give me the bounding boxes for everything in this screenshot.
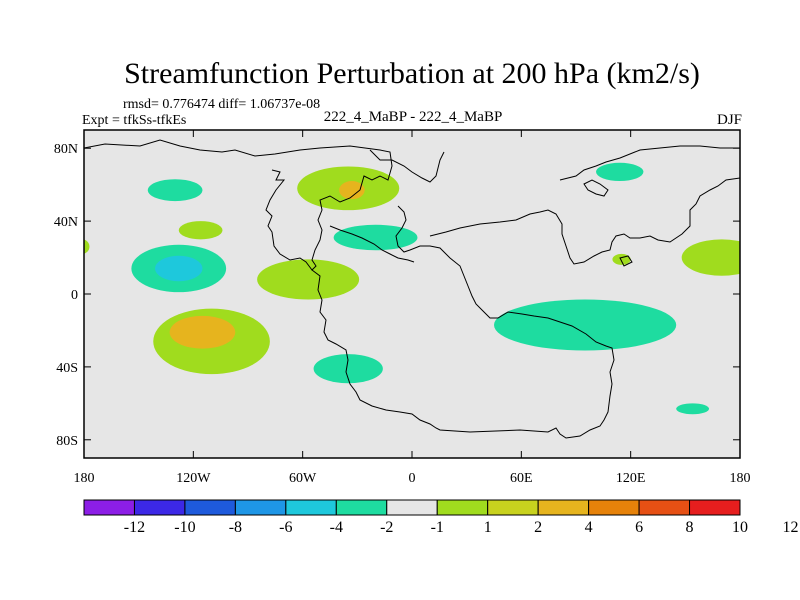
case-label: 222_4_MaBP - 222_4_MaBP	[324, 109, 503, 125]
colorbar-label-12: 10	[732, 519, 748, 536]
colorbar-label-1: -10	[174, 519, 195, 536]
contour-blob-6	[155, 255, 203, 282]
colorbar-label-10: 6	[635, 519, 643, 536]
y-tick-label-4: 80S	[56, 434, 78, 449]
contour-blob-16	[676, 403, 710, 415]
colorbar-label-13: 12	[782, 519, 798, 536]
colorbar-label-2: -8	[229, 519, 242, 536]
colorbar-label-4: -4	[330, 519, 343, 536]
y-tick-label-2: 0	[71, 288, 78, 303]
colorbar-box-8	[487, 499, 539, 516]
contour-blob-3	[178, 221, 223, 240]
colorbar-box-1	[133, 499, 186, 516]
axis-ticks: 180 120W 60W 0 60E 120E 180 80N 40N 0 40S 80S	[54, 130, 751, 486]
colorbar-box-0	[83, 499, 135, 516]
coastline-caribbean	[329, 225, 415, 263]
contour-blob-8	[169, 315, 236, 349]
colorbar-label-8: 2	[534, 519, 542, 536]
y-tick-label-0: 80N	[54, 142, 78, 157]
colorbar-box-10	[588, 499, 640, 516]
y-tick-label-3: 40S	[56, 361, 78, 376]
colorbar-box-11	[638, 499, 691, 516]
y-tick-label-1: 40N	[54, 215, 78, 230]
contour-blob-15	[681, 239, 740, 276]
contour-blob-10	[333, 224, 418, 251]
x-tick-label-4: 60E	[510, 471, 533, 486]
x-tick-label-6: 180	[730, 471, 751, 486]
coastline-south-america	[311, 205, 615, 439]
x-tick-label-5: 120E	[616, 471, 646, 486]
colorbar-box-2	[184, 499, 236, 516]
coastline-north-america	[84, 139, 393, 271]
colorbar-label-3: -6	[279, 519, 292, 536]
season-label: DJF	[717, 112, 742, 128]
x-tick-label-2: 60W	[289, 471, 317, 486]
map-background	[84, 130, 740, 458]
colorbar-box-9	[537, 499, 590, 516]
contour-blob-9	[257, 259, 360, 300]
colorbar-label-11: 8	[686, 519, 694, 536]
chart-title: Streamfunction Perturbation at 200 hPa (…	[124, 57, 700, 90]
x-tick-label-0: 180	[74, 471, 95, 486]
coastlines	[84, 139, 740, 439]
contour-blob-1	[339, 181, 365, 200]
colorbar-box-7	[436, 499, 489, 516]
coastline-islands	[583, 179, 633, 267]
contour-blob-13	[596, 162, 644, 182]
contour-fills	[84, 162, 740, 415]
colorbar-label-6: -1	[431, 519, 444, 536]
colorbar-box-5	[335, 499, 388, 516]
contour-blob-12	[493, 299, 677, 351]
colorbar-box-4	[285, 499, 337, 516]
colorbar-box-6	[386, 499, 438, 516]
coastline-arctic	[559, 145, 740, 181]
x-tick-label-1: 120W	[176, 471, 211, 486]
colorbar: -12 -10 -8 -6 -4 -2 -1 1 2 4 6 8 10 12	[83, 499, 798, 536]
colorbar-label-5: -2	[380, 519, 393, 536]
coastline-eurasia	[429, 177, 740, 265]
experiment-label: Expt = tfkSs-tfkEs	[82, 113, 186, 128]
contour-blob-11	[313, 354, 383, 384]
colorbar-box-3	[234, 499, 287, 516]
colorbar-box-12	[689, 499, 741, 516]
colorbar-label-0: -12	[124, 519, 145, 536]
colorbar-label-7: 1	[484, 519, 492, 536]
colorbar-label-9: 4	[585, 519, 593, 536]
stats-label: rmsd= 0.776474 diff= 1.06737e-08	[123, 97, 320, 112]
contour-blob-2	[147, 179, 203, 202]
x-tick-label-3: 0	[409, 471, 416, 486]
coastline-greenland	[369, 149, 445, 183]
contour-blob-4	[84, 239, 90, 254]
